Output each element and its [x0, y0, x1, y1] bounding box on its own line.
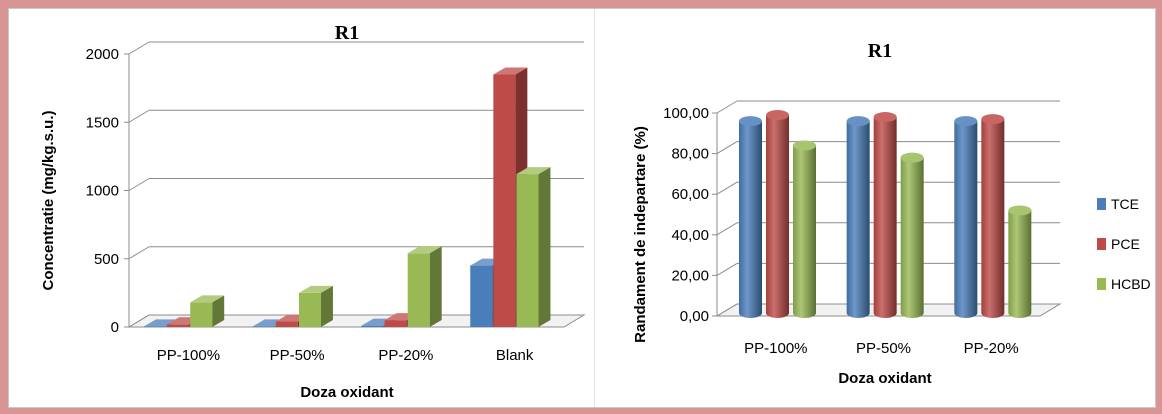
gridline-depth	[128, 178, 150, 191]
gridline-depth	[716, 100, 738, 114]
bar-tce	[846, 121, 870, 319]
x-category-label: PP-50%	[270, 347, 325, 364]
bar-top	[298, 285, 333, 293]
gridline-depth	[128, 109, 150, 123]
bar-pce	[493, 74, 516, 327]
gridline-depth	[716, 141, 738, 155]
gridline-depth	[716, 262, 738, 276]
legend-label-hcbd: HCBD	[1111, 276, 1151, 292]
bar-side	[320, 285, 333, 327]
x-category-label: PP-100%	[157, 347, 220, 364]
bar-hcbd	[298, 292, 321, 327]
concentration-chart: R1 0 500 1000 1500 2000 PP-100% PP-50% PP-20% Bla…	[40, 22, 586, 401]
bar-top	[873, 112, 897, 123]
bar-side	[429, 246, 442, 327]
y-axis-title: Randament de indepartare (%)	[632, 126, 649, 343]
bar-pce	[766, 115, 789, 318]
y-axis-title: Concentratie (mg/kg.s.u.)	[40, 110, 57, 290]
chart-title: R1	[335, 22, 359, 44]
legend-swatch-tce	[1097, 198, 1106, 210]
y-tick-label: 20,00	[671, 267, 709, 284]
bar-pce	[873, 117, 897, 318]
bar-hcbd	[1008, 210, 1032, 318]
y-tick-label: 60,00	[671, 186, 709, 203]
bar-top	[739, 116, 762, 127]
bar-top	[144, 319, 178, 327]
x-axis-title: Doza oxidant	[300, 384, 393, 401]
x-category-label: PP-50%	[856, 340, 911, 357]
chart-title: R1	[868, 40, 892, 62]
bar-pce	[167, 324, 190, 327]
bar-tce	[252, 326, 275, 327]
legend-swatch-pce	[1097, 238, 1106, 250]
bar-top	[766, 110, 789, 121]
bar-hcbd	[793, 145, 816, 318]
x-category-label: PP-20%	[964, 340, 1019, 357]
bar-tce	[361, 325, 384, 327]
x-category-label: Blank	[496, 347, 534, 364]
bar-tce	[739, 121, 762, 319]
bar-hcbd	[516, 174, 539, 327]
y-tick-label: 40,00	[671, 227, 709, 244]
chart-frame: R1 0 500 1000 1500 2000 PP-100% PP-50% PP-20% Bla…	[8, 8, 1156, 408]
bar-top	[981, 114, 1005, 125]
bar-hcbd	[900, 157, 924, 318]
legend-label-pce: PCE	[1111, 236, 1140, 252]
bar-tce	[144, 326, 166, 327]
bar-hcbd	[190, 302, 213, 327]
bar-top	[493, 67, 528, 75]
removal-efficiency-chart: R1 0,00 20,00 40,00 60,00 80,00 100,00 PP-100% P…	[632, 40, 1151, 387]
bar-top	[190, 295, 225, 303]
bar-side	[538, 167, 551, 327]
bar-top	[954, 116, 978, 127]
bar-top	[516, 167, 551, 175]
gridline-depth	[716, 303, 738, 317]
gridline-depth	[716, 181, 738, 195]
bar-pce	[981, 119, 1005, 318]
bar-pce	[275, 321, 298, 327]
gridline-depth	[128, 314, 150, 328]
y-tick-label: 100,00	[663, 105, 709, 122]
y-tick-label: 1000	[86, 183, 119, 200]
gridline-depth	[716, 222, 738, 236]
legend-label-tce: TCE	[1111, 196, 1139, 212]
y-tick-label: 1500	[86, 114, 119, 131]
y-tick-label: 2000	[86, 46, 119, 63]
bar-side	[212, 295, 225, 327]
legend-swatch-hcbd	[1097, 278, 1106, 290]
bar-tce	[954, 121, 978, 319]
chart-divider	[594, 9, 595, 407]
bar-top	[793, 140, 816, 151]
bar-top	[407, 246, 442, 254]
y-tick-label: 500	[94, 251, 119, 268]
gridline-depth	[128, 41, 150, 55]
bar-hcbd	[407, 253, 430, 327]
x-category-label: PP-20%	[378, 347, 433, 364]
bar-top	[846, 116, 870, 127]
bar-tce	[470, 265, 493, 327]
bar-pce	[384, 320, 407, 327]
gridline-depth	[128, 246, 150, 260]
bar-top	[900, 152, 924, 163]
x-category-label: PP-100%	[744, 340, 807, 357]
bar-top	[1008, 205, 1032, 216]
y-tick-label: 0,00	[680, 308, 709, 325]
y-tick-label: 0	[111, 319, 119, 336]
x-axis-title: Doza oxidant	[838, 370, 931, 387]
y-tick-label: 80,00	[671, 146, 709, 163]
